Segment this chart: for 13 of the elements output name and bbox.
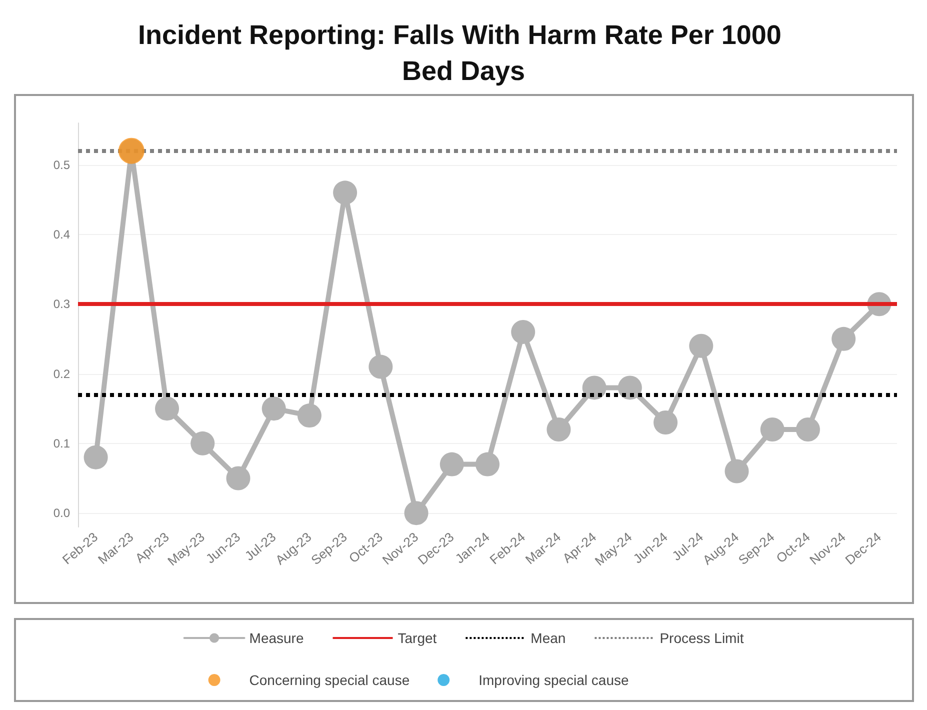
y-tick-label: 0.3 [53,297,70,312]
chart-title: Incident Reporting: Falls With Harm Rate Per 1000 Bed Days [138,20,789,86]
legend-label: Process Limit [660,630,744,646]
y-tick-label: 0.2 [53,366,70,381]
legend-label: Improving special cause [478,672,630,688]
y-tick-label: 0.4 [53,227,70,242]
legend-label: Mean [530,630,566,646]
legend-label: Concerning special cause [249,672,410,688]
y-tick-label: 0.5 [53,158,70,172]
legend-label: Measure [249,630,304,646]
y-tick-label: 0.1 [53,436,70,450]
y-tick-label: 0.0 [53,506,70,520]
legend-label: Target [398,630,437,646]
